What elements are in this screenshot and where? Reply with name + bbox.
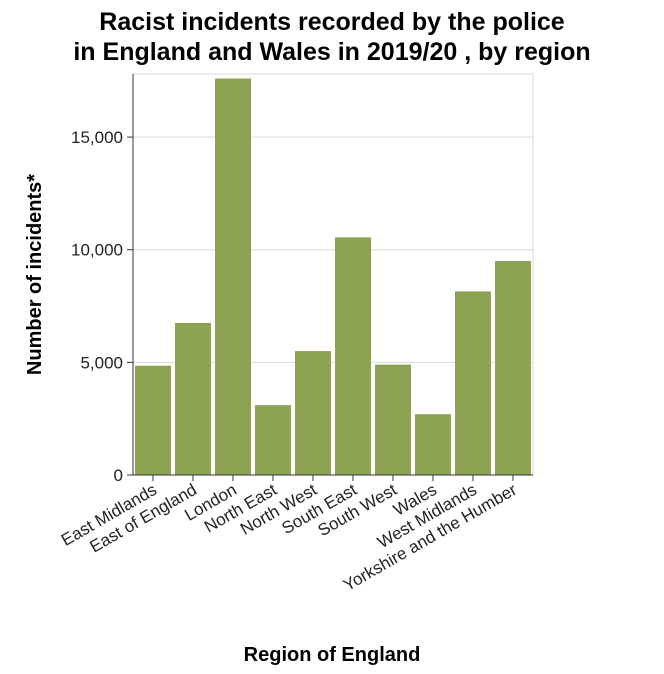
bar-south-west: [375, 364, 411, 475]
chart-title-line-2: in England and Wales in 2019/20 , by reg…: [73, 38, 591, 66]
y-axis-title: Number of incidents*: [24, 174, 46, 375]
bar-north-west: [295, 351, 331, 475]
y-tick-label: 5,000: [80, 353, 123, 372]
chart-title-line-1: Racist incidents recorded by the police: [99, 8, 565, 36]
bar-west-midlands: [455, 291, 491, 475]
bar-east-midlands: [135, 365, 171, 475]
bar-wales: [415, 414, 451, 475]
y-tick-label: 10,000: [71, 241, 123, 260]
x-axis-title: Region of England: [244, 644, 421, 666]
bar-london: [215, 78, 251, 475]
bar-south-east: [335, 237, 371, 475]
bar-north-east: [255, 405, 291, 475]
y-tick-label: 0: [114, 466, 123, 485]
y-tick-label: 15,000: [71, 128, 123, 147]
bar-east-of-england: [175, 322, 211, 475]
bar-yorkshire-and-the-humber: [495, 260, 531, 475]
